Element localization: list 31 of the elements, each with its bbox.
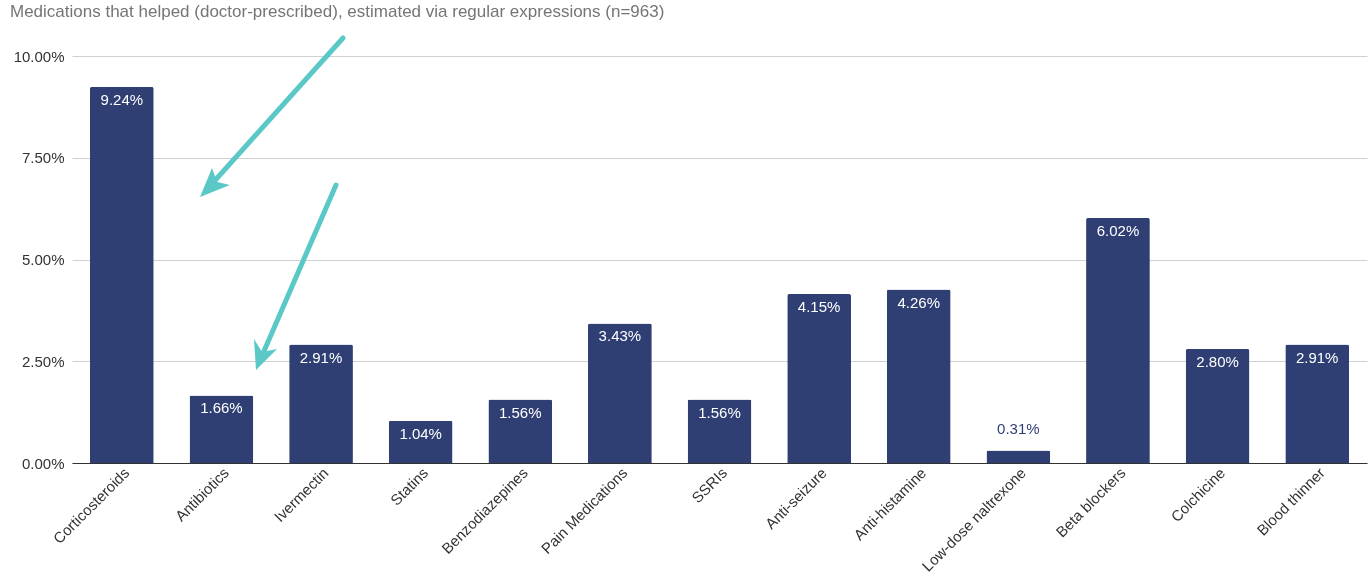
chart-title: Medications that helped (doctor-prescribed), estimated via regular expressions (n=963) xyxy=(10,2,665,21)
bar xyxy=(588,323,652,463)
data-label: 3.43% xyxy=(598,327,642,345)
y-tick-label: 7.50% xyxy=(21,149,65,167)
bar xyxy=(886,289,951,463)
bar xyxy=(1185,349,1250,463)
data-label: 6.02% xyxy=(1096,221,1140,239)
bar xyxy=(1086,217,1150,463)
bar xyxy=(1285,344,1350,463)
bar xyxy=(687,399,752,463)
bar xyxy=(189,395,254,463)
data-label: 0.31% xyxy=(997,420,1040,438)
data-label: 1.56% xyxy=(698,403,741,421)
y-tick-label: 5.00% xyxy=(21,251,65,268)
data-label: 4.26% xyxy=(897,293,940,311)
data-label: 2.91% xyxy=(299,348,343,366)
data-label: 2.80% xyxy=(1196,353,1239,371)
bar xyxy=(388,420,453,463)
bar xyxy=(89,86,154,463)
data-label: 2.91% xyxy=(1295,348,1339,366)
bar xyxy=(488,399,553,463)
data-label: 9.24% xyxy=(100,90,144,108)
y-tick-label: 0.00% xyxy=(21,454,65,472)
bar xyxy=(986,450,1051,463)
data-label: 1.04% xyxy=(399,424,442,442)
data-label: 1.66% xyxy=(200,399,243,417)
bar xyxy=(787,294,851,463)
y-tick-label: 10.00% xyxy=(13,47,65,65)
data-label: 4.15% xyxy=(797,298,841,316)
data-label: 1.56% xyxy=(499,403,542,421)
y-tick-label: 2.50% xyxy=(21,352,65,370)
